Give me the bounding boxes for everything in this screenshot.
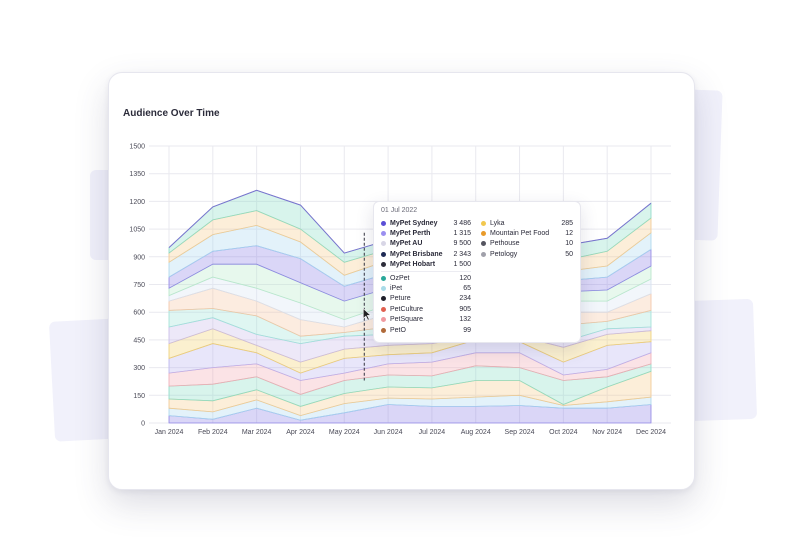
y-tick-label: 1200 [129, 199, 145, 206]
tooltip-series-name: MyPet Hobart [390, 261, 436, 269]
tooltip-series-value: 10 [565, 240, 573, 248]
x-tick-label: Oct 2024 [549, 429, 578, 436]
tooltip-row: Petology 50 [481, 249, 573, 259]
y-tick-label: 1500 [129, 144, 145, 151]
y-tick-label: 0 [141, 421, 145, 428]
tooltip-series-name: Pethouse [490, 240, 520, 248]
x-tick-label: Apr 2024 [286, 429, 315, 436]
series-dot-icon [381, 220, 386, 226]
tooltip-series-value: 2 343 [453, 250, 471, 258]
tooltip-series-value: 132 [459, 316, 471, 324]
series-dot-icon [381, 275, 386, 281]
series-dot-icon [381, 262, 386, 268]
y-tick-label: 450 [133, 337, 145, 344]
tooltip-row: PetO 99 [381, 325, 471, 335]
x-tick-label: Jun 2024 [374, 429, 403, 436]
tooltip-row: OzPet 120 [381, 273, 471, 283]
tooltip-row: PetSquare 132 [381, 315, 471, 325]
chart-card: Audience Over Time 0 150 300 450 600 750 900 10… [108, 72, 695, 490]
tooltip-series-value: 3 486 [453, 219, 471, 227]
series-dot-icon [381, 317, 386, 323]
tooltip-series-name: Petology [490, 250, 518, 258]
tooltip-row: Mountain Pet Food 12 [481, 228, 573, 238]
series-dot-icon [381, 306, 386, 312]
chart-tooltip: 01 Jul 2022 MyPet Sydney 3 486 MyPet Perth… [373, 201, 581, 343]
x-tick-label: Dec 2024 [636, 429, 666, 436]
tooltip-series-name: MyPet AU [390, 240, 423, 248]
tooltip-series-name: MyPet Sydney [390, 219, 438, 227]
series-dot-icon [481, 251, 486, 257]
series-dot-icon [481, 231, 486, 237]
y-tick-label: 600 [133, 310, 145, 317]
tooltip-series-value: 9 500 [453, 240, 471, 248]
tooltip-row: iPet 65 [381, 283, 471, 293]
tooltip-row: Lyka 285 [481, 218, 573, 228]
x-tick-label: Nov 2024 [592, 429, 622, 436]
tooltip-series-value: 50 [565, 250, 573, 258]
tooltip-series-name: Lyka [490, 219, 505, 227]
x-tick-label: Jul 2024 [419, 429, 446, 436]
tooltip-series-name: Mountain Pet Food [490, 230, 550, 238]
tooltip-series-value: 1 500 [453, 261, 471, 269]
y-tick-label: 300 [133, 365, 145, 372]
x-tick-label: Jan 2024 [155, 429, 184, 436]
tooltip-series-name: iPet [390, 285, 403, 293]
tooltip-row: Peture 234 [381, 294, 471, 304]
tooltip-date: 01 Jul 2022 [381, 207, 418, 214]
y-tick-label: 900 [133, 254, 145, 261]
series-dot-icon [381, 296, 386, 302]
tooltip-row: MyPet AU 9 500 [381, 239, 471, 249]
tooltip-divider [381, 270, 471, 272]
x-tick-label: Sep 2024 [505, 429, 535, 436]
tooltip-series-value: 1 315 [453, 230, 471, 238]
tooltip-series-value: 12 [565, 230, 573, 238]
tooltip-series-value: 120 [459, 274, 471, 282]
y-tick-label: 1050 [129, 227, 145, 234]
tooltip-series-value: 285 [561, 219, 573, 227]
tooltip-right-column: Lyka 285 Mountain Pet Food 12 Pethouse 10 Peto… [481, 218, 573, 260]
tooltip-series-value: 905 [459, 305, 471, 313]
chart-title: Audience Over Time [123, 108, 220, 119]
series-dot-icon [381, 251, 386, 257]
series-dot-icon [381, 241, 386, 247]
tooltip-series-name: PetCulture [390, 305, 424, 313]
y-tick-label: 1350 [129, 171, 145, 178]
tooltip-series-value: 65 [463, 285, 471, 293]
tooltip-row: MyPet Hobart 1 500 [381, 260, 471, 270]
tooltip-series-name: MyPet Brisbane [390, 250, 443, 258]
y-tick-label: 150 [133, 393, 145, 400]
tooltip-row: PetCulture 905 [381, 304, 471, 314]
tooltip-series-value: 234 [459, 295, 471, 303]
x-tick-label: May 2024 [329, 429, 360, 436]
mouse-cursor-icon [362, 307, 372, 321]
series-dot-icon [481, 241, 486, 247]
x-tick-label: Mar 2024 [242, 429, 272, 436]
x-tick-label: Feb 2024 [198, 429, 228, 436]
tooltip-row: MyPet Brisbane 2 343 [381, 249, 471, 259]
tooltip-series-name: MyPet Perth [390, 230, 431, 238]
tooltip-row: Pethouse 10 [481, 239, 573, 249]
tooltip-series-value: 99 [463, 326, 471, 334]
tooltip-series-name: OzPet [390, 274, 410, 282]
tooltip-series-name: PetSquare [390, 316, 424, 324]
tooltip-left-column: MyPet Sydney 3 486 MyPet Perth 1 315 MyPet A… [381, 218, 471, 335]
tooltip-row: MyPet Sydney 3 486 [381, 218, 471, 228]
series-dot-icon [481, 220, 486, 226]
tooltip-series-name: Peture [390, 295, 411, 303]
y-tick-label: 750 [133, 282, 145, 289]
tooltip-row: MyPet Perth 1 315 [381, 228, 471, 238]
series-dot-icon [381, 327, 386, 333]
tooltip-series-name: PetO [390, 326, 406, 334]
series-dot-icon [381, 286, 386, 292]
series-dot-icon [381, 231, 386, 237]
x-tick-label: Aug 2024 [461, 429, 491, 436]
